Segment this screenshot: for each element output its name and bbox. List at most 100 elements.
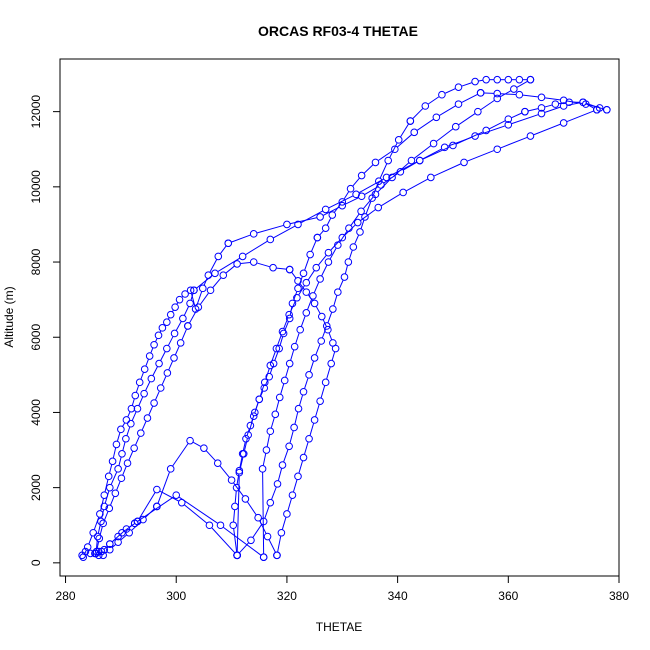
x-tick-label: 280 <box>56 589 76 603</box>
series-line <box>264 505 270 519</box>
series-line <box>271 487 277 500</box>
series-line <box>478 79 483 82</box>
series-line <box>131 398 135 406</box>
data-point <box>186 436 194 445</box>
data-point <box>114 532 122 541</box>
series-line <box>141 421 147 431</box>
data-point <box>127 419 135 428</box>
data-point <box>227 476 236 484</box>
series-line <box>444 88 456 94</box>
data-point <box>316 275 324 283</box>
series-line <box>321 265 328 276</box>
series-line <box>291 272 297 279</box>
data-point <box>263 532 272 541</box>
series-line <box>266 434 271 447</box>
series-line <box>168 317 170 320</box>
series-line <box>315 404 320 417</box>
data-point <box>166 465 175 473</box>
data-point <box>170 354 178 362</box>
data-point <box>504 115 513 123</box>
data-point <box>153 485 161 494</box>
data-point <box>374 177 383 185</box>
data-point <box>285 359 294 368</box>
data-point <box>279 329 288 338</box>
data-point <box>356 228 364 236</box>
series-line <box>252 524 263 538</box>
series-line <box>262 472 265 554</box>
series-line <box>309 423 315 436</box>
data-point <box>231 502 239 511</box>
series-line <box>160 351 166 361</box>
series-line <box>220 245 227 254</box>
data-point <box>184 322 192 330</box>
data-point <box>313 233 322 242</box>
series-line <box>416 118 434 131</box>
series-line <box>168 336 174 346</box>
y-axis-label: Altitude (m) <box>2 286 16 347</box>
series-line <box>140 372 144 380</box>
series-line <box>500 136 528 149</box>
series-line <box>124 523 135 532</box>
data-point <box>407 156 416 165</box>
data-point <box>204 271 213 280</box>
data-point <box>285 314 294 323</box>
series-line <box>566 110 594 123</box>
data-point <box>394 136 403 144</box>
data-point <box>515 75 524 84</box>
series-line <box>298 460 303 474</box>
data-point <box>155 359 163 368</box>
series-line <box>104 490 110 504</box>
series-segment <box>190 107 529 295</box>
series-line <box>458 113 476 126</box>
series-line <box>326 366 331 380</box>
series-line <box>389 142 398 158</box>
series-line <box>244 438 248 451</box>
series-line <box>275 400 280 411</box>
series-line <box>412 108 424 119</box>
data-point <box>294 472 302 481</box>
series-line <box>414 145 432 159</box>
data-point <box>285 310 293 319</box>
data-point <box>170 329 179 338</box>
data-point <box>328 211 337 219</box>
data-point <box>186 286 195 295</box>
series-line <box>533 123 561 136</box>
series-line <box>248 419 254 432</box>
series-line <box>320 385 326 398</box>
series-line <box>159 330 162 333</box>
series-line <box>152 366 158 376</box>
series-line <box>456 131 484 145</box>
series-line <box>276 267 287 270</box>
data-point <box>361 213 369 221</box>
data-point <box>179 314 187 323</box>
data-point <box>302 278 311 287</box>
series-line <box>239 457 243 468</box>
data-point <box>371 190 380 199</box>
series-segment <box>153 436 281 560</box>
series-line <box>120 534 127 541</box>
data-point <box>285 442 293 451</box>
data-point <box>123 459 132 468</box>
series-line <box>516 81 528 88</box>
data-point <box>559 119 568 127</box>
series-line <box>257 224 284 234</box>
series-line <box>257 262 270 268</box>
data-point <box>275 344 283 353</box>
data-point <box>130 444 138 452</box>
data-point <box>421 102 430 110</box>
series-line <box>183 306 189 316</box>
series-line <box>283 449 289 462</box>
data-point <box>344 258 353 266</box>
data-point <box>493 89 502 98</box>
data-point <box>206 286 215 295</box>
series-line <box>196 275 213 289</box>
data-point <box>242 434 250 443</box>
series-line <box>292 479 298 492</box>
series-line <box>307 270 315 280</box>
series-line <box>274 351 279 361</box>
data-point <box>283 220 291 229</box>
data-point <box>117 474 126 483</box>
data-point <box>278 327 287 336</box>
data-point <box>200 444 208 452</box>
data-point <box>118 450 126 458</box>
